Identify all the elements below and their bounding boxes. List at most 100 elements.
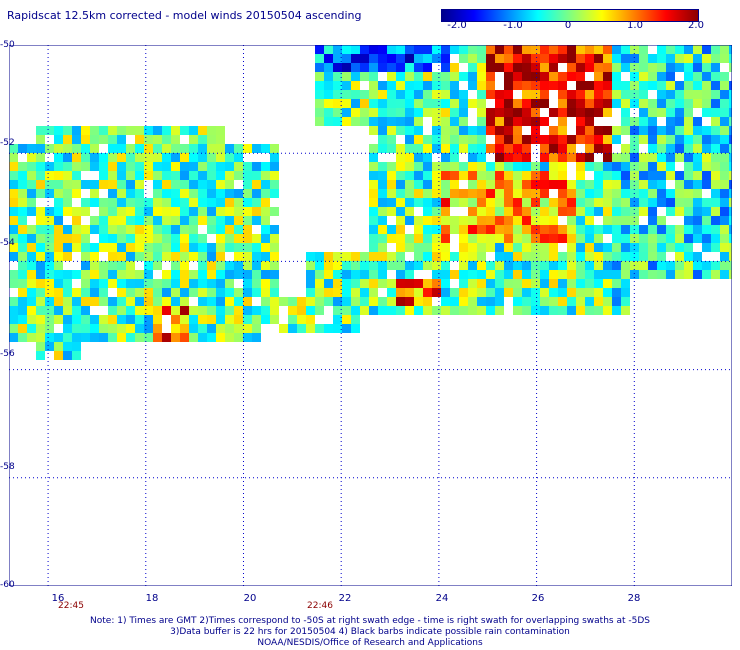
wind-difference-cell xyxy=(126,171,135,180)
wind-difference-cell xyxy=(153,198,162,207)
wind-difference-cell xyxy=(198,216,207,225)
wind-difference-cell xyxy=(162,297,171,306)
wind-difference-cell xyxy=(270,162,279,171)
wind-difference-cell xyxy=(63,324,72,333)
wind-difference-cell xyxy=(90,279,99,288)
wind-difference-cell xyxy=(108,198,117,207)
wind-difference-cell xyxy=(45,144,54,153)
wind-difference-cell xyxy=(252,234,261,243)
wind-difference-cell xyxy=(468,144,477,153)
wind-difference-cell xyxy=(36,333,45,342)
wind-difference-cell xyxy=(576,225,585,234)
wind-difference-cell xyxy=(675,189,684,198)
wind-difference-cell xyxy=(99,315,108,324)
wind-difference-cell xyxy=(468,81,477,90)
wind-difference-cell xyxy=(729,63,732,72)
wind-difference-cell xyxy=(720,108,729,117)
wind-difference-cell xyxy=(324,117,333,126)
wind-difference-cell xyxy=(486,207,495,216)
wind-difference-cell xyxy=(504,81,513,90)
wind-difference-cell xyxy=(630,198,639,207)
wind-difference-cell xyxy=(252,279,261,288)
wind-difference-cell xyxy=(378,297,387,306)
wind-difference-cell xyxy=(153,216,162,225)
wind-difference-cell xyxy=(441,63,450,72)
wind-difference-cell xyxy=(90,216,99,225)
wind-difference-cell xyxy=(108,324,117,333)
wind-difference-cell xyxy=(414,117,423,126)
wind-difference-cell xyxy=(693,45,702,54)
wind-difference-cell xyxy=(486,234,495,243)
wind-difference-cell xyxy=(117,270,126,279)
wind-difference-cell xyxy=(261,162,270,171)
wind-difference-cell xyxy=(81,279,90,288)
wind-difference-cell xyxy=(63,297,72,306)
wind-difference-cell xyxy=(531,189,540,198)
wind-difference-cell xyxy=(126,324,135,333)
wind-difference-cell xyxy=(360,63,369,72)
wind-difference-cell xyxy=(522,180,531,189)
wind-difference-cell xyxy=(450,171,459,180)
wind-difference-cell xyxy=(81,288,90,297)
wind-difference-cell xyxy=(9,189,18,198)
wind-difference-cell xyxy=(369,261,378,270)
wind-difference-cell xyxy=(729,54,732,63)
wind-difference-cell xyxy=(567,189,576,198)
wind-difference-cell xyxy=(693,81,702,90)
wind-difference-cell xyxy=(729,198,732,207)
wind-difference-cell xyxy=(459,171,468,180)
wind-difference-cell xyxy=(693,234,702,243)
wind-difference-cell xyxy=(666,207,675,216)
wind-difference-cell xyxy=(117,234,126,243)
wind-difference-cell xyxy=(486,216,495,225)
wind-difference-cell xyxy=(477,99,486,108)
wind-difference-cell xyxy=(126,243,135,252)
wind-difference-cell xyxy=(72,153,81,162)
wind-difference-cell xyxy=(441,81,450,90)
wind-difference-cell xyxy=(387,198,396,207)
wind-difference-cell xyxy=(315,54,324,63)
wind-difference-cell xyxy=(612,81,621,90)
wind-difference-cell xyxy=(72,135,81,144)
wind-difference-cell xyxy=(378,144,387,153)
wind-difference-cell xyxy=(342,99,351,108)
wind-difference-cell xyxy=(117,315,126,324)
wind-difference-cell xyxy=(612,297,621,306)
wind-difference-cell xyxy=(621,270,630,279)
wind-difference-cell xyxy=(90,297,99,306)
wind-difference-cell xyxy=(657,81,666,90)
wind-difference-cell xyxy=(567,153,576,162)
wind-difference-cell xyxy=(243,234,252,243)
wind-difference-cell xyxy=(639,108,648,117)
wind-difference-cell xyxy=(459,90,468,99)
wind-difference-cell xyxy=(648,144,657,153)
wind-difference-cell xyxy=(486,45,495,54)
wind-difference-cell xyxy=(666,234,675,243)
wind-difference-cell xyxy=(522,135,531,144)
wind-difference-cell xyxy=(9,216,18,225)
wind-difference-cell xyxy=(144,252,153,261)
wind-difference-cell xyxy=(414,288,423,297)
wind-difference-cell xyxy=(639,252,648,261)
wind-difference-cell xyxy=(477,126,486,135)
wind-difference-cell xyxy=(522,144,531,153)
wind-difference-cell xyxy=(513,45,522,54)
wind-difference-cell xyxy=(702,216,711,225)
wind-difference-cell xyxy=(504,90,513,99)
wind-difference-cell xyxy=(180,261,189,270)
wind-difference-cell xyxy=(630,243,639,252)
wind-difference-cell xyxy=(594,108,603,117)
wind-difference-cell xyxy=(396,108,405,117)
wind-difference-cell xyxy=(342,63,351,72)
wind-difference-cell xyxy=(234,297,243,306)
wind-difference-cell xyxy=(540,63,549,72)
wind-difference-cell xyxy=(261,234,270,243)
wind-difference-cell xyxy=(432,162,441,171)
wind-difference-cell xyxy=(567,144,576,153)
wind-difference-cell xyxy=(567,306,576,315)
wind-difference-cell xyxy=(468,288,477,297)
wind-difference-cell xyxy=(216,198,225,207)
wind-difference-cell xyxy=(522,81,531,90)
wind-difference-cell xyxy=(351,99,360,108)
wind-difference-cell xyxy=(315,99,324,108)
